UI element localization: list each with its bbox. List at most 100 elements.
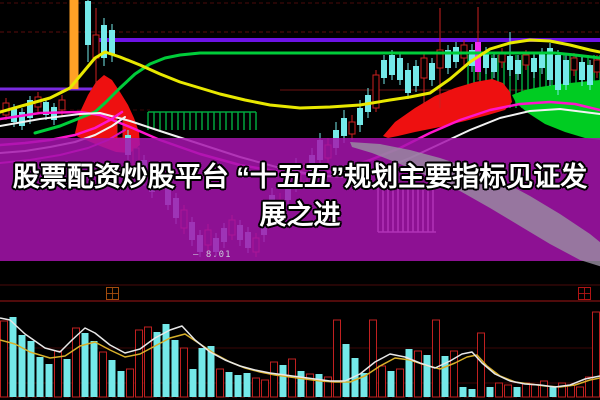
volume-bar [333, 319, 341, 398]
headline-line2: 展之进 [259, 200, 341, 230]
headline: 股票配资炒股平台 “十五五”规划主要指标见证发 展之进 [0, 158, 600, 234]
volume-bar [324, 376, 332, 398]
candlestick [445, 50, 451, 68]
candlestick [58, 99, 66, 111]
candlestick [555, 55, 561, 90]
volume-bar [306, 373, 314, 398]
price-marker-label: — 8.01 [193, 250, 232, 260]
volume-bar [18, 335, 26, 397]
volume-bar [315, 374, 323, 397]
candlestick [341, 118, 347, 136]
candlestick [531, 58, 537, 72]
volume-bar [108, 360, 116, 397]
candlestick [372, 74, 380, 109]
volume-ma-white [0, 317, 600, 388]
volume-bar [0, 320, 8, 398]
volume-bar [468, 389, 476, 397]
candlestick [420, 57, 428, 79]
candlestick [27, 100, 33, 118]
volume-bar [297, 371, 305, 397]
candlestick [397, 58, 403, 80]
candlestick [43, 102, 49, 115]
candlestick [69, 0, 79, 89]
volume-bar [592, 311, 600, 398]
candlestick [381, 60, 387, 78]
candlestick [469, 50, 475, 66]
volume-bar [423, 355, 431, 397]
volume-bar [27, 341, 35, 397]
candlestick [11, 108, 17, 122]
candlestick [429, 63, 435, 80]
candlestick [593, 59, 600, 73]
volume-bar [558, 382, 566, 398]
candlestick [522, 54, 530, 66]
volume-bar [63, 359, 71, 397]
macd-cloud-red-right [383, 79, 512, 138]
volume-bar [486, 387, 494, 397]
candlestick [85, 1, 91, 45]
volume-bar [9, 317, 17, 397]
candlestick [405, 70, 411, 93]
volume-bar [396, 368, 404, 398]
candlestick [389, 55, 395, 75]
volume-bar [225, 372, 233, 397]
volume-bar [567, 384, 575, 398]
volume-bar [36, 357, 44, 397]
volume-bar [279, 365, 287, 397]
candlestick [19, 112, 25, 126]
watermark-stamp-right [578, 287, 591, 300]
candlestick [515, 60, 521, 74]
volume-bar [198, 348, 206, 397]
candlestick [539, 52, 545, 68]
watermark-stamp-left [106, 287, 119, 300]
volume-bar [261, 379, 269, 398]
candlestick [587, 65, 593, 85]
candlestick [570, 57, 578, 71]
volume-bar [531, 384, 539, 398]
volume-bar [540, 380, 548, 398]
candlestick [348, 121, 356, 135]
volume-bar [81, 333, 89, 397]
volume-bar [117, 371, 125, 397]
volume-bar [513, 387, 521, 397]
volume-bar [414, 350, 422, 398]
volume-bar [378, 365, 386, 398]
candlestick [413, 66, 419, 86]
volume-bar [405, 349, 413, 397]
volume-bar [450, 350, 458, 398]
volume-bar [144, 326, 152, 398]
volume-bar [351, 358, 359, 397]
candlestick [357, 108, 363, 125]
headline-line1: 股票配资炒股平台 “十五五”规划主要指标见证发 [12, 162, 588, 192]
volume-bar [522, 382, 530, 398]
volume-bar [495, 382, 503, 398]
volume-bar [549, 386, 557, 397]
candlestick [507, 56, 513, 70]
volume-bar [72, 327, 80, 398]
volume-bar [189, 369, 197, 397]
volume-bar [90, 341, 98, 397]
candlestick [547, 48, 553, 80]
volume-bar [459, 387, 467, 397]
volume-bar [234, 375, 242, 397]
volume-bar [360, 373, 368, 397]
volume-bar [216, 368, 224, 398]
volume-bar [135, 329, 143, 398]
candlestick [563, 60, 569, 85]
volume-bar [171, 340, 179, 397]
volume-bar [342, 344, 350, 397]
volume-bar [441, 356, 449, 397]
volume-bar [126, 368, 134, 398]
volume-bar [99, 351, 107, 398]
volume-bar [504, 384, 512, 398]
volume-bar [243, 373, 251, 397]
ma-line-yellow [0, 38, 600, 114]
candlestick [491, 58, 497, 72]
volume-bar [270, 361, 278, 398]
volume-bar [252, 377, 260, 398]
candlestick [109, 30, 115, 55]
volume-bar [180, 347, 188, 398]
cloud-gray-descending [350, 142, 600, 267]
